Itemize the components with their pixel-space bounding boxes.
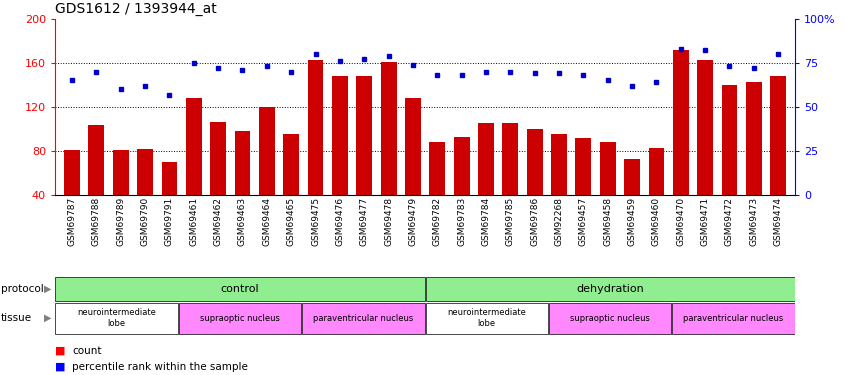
Text: paraventricular nucleus: paraventricular nucleus [684, 314, 783, 322]
Text: GSM69460: GSM69460 [652, 196, 661, 246]
Text: GSM69783: GSM69783 [457, 196, 466, 246]
Text: GSM69459: GSM69459 [628, 196, 636, 246]
Bar [551, 134, 567, 195]
Text: GSM69782: GSM69782 [433, 196, 442, 246]
Text: GSM69464: GSM69464 [262, 196, 272, 246]
Text: neurointermediate
lobe: neurointermediate lobe [77, 309, 157, 328]
Text: supraoptic nucleus: supraoptic nucleus [201, 314, 280, 322]
Bar [453, 136, 470, 195]
Bar [179, 303, 301, 333]
Bar [113, 150, 129, 195]
Text: GSM69462: GSM69462 [214, 196, 222, 246]
Bar [426, 278, 794, 301]
Bar [746, 81, 761, 195]
Bar [503, 123, 519, 195]
Bar [56, 278, 425, 301]
Bar [283, 134, 299, 195]
Text: neurointermediate
lobe: neurointermediate lobe [448, 309, 526, 328]
Text: GSM92268: GSM92268 [554, 196, 563, 246]
Text: GSM69790: GSM69790 [140, 196, 150, 246]
Bar [302, 303, 425, 333]
Text: control: control [221, 284, 260, 294]
Text: ▶: ▶ [44, 313, 52, 323]
Bar [527, 129, 542, 195]
Text: GSM69475: GSM69475 [311, 196, 320, 246]
Bar [56, 303, 178, 333]
Bar [259, 107, 275, 195]
Text: GSM69474: GSM69474 [774, 196, 783, 246]
Text: tissue: tissue [1, 313, 32, 323]
Bar [430, 142, 445, 195]
Bar [210, 122, 226, 195]
Text: GSM69479: GSM69479 [409, 196, 417, 246]
Text: supraoptic nucleus: supraoptic nucleus [570, 314, 650, 322]
Text: ■: ■ [55, 346, 65, 355]
Text: dehydration: dehydration [576, 284, 644, 294]
Text: count: count [72, 346, 102, 355]
Bar [549, 303, 672, 333]
Bar [600, 142, 616, 195]
Bar [478, 123, 494, 195]
Text: GSM69472: GSM69472 [725, 196, 734, 246]
Text: ▶: ▶ [44, 284, 52, 294]
Text: percentile rank within the sample: percentile rank within the sample [72, 362, 248, 372]
Bar [624, 159, 640, 195]
Text: GSM69465: GSM69465 [287, 196, 296, 246]
Text: GSM69786: GSM69786 [530, 196, 539, 246]
Text: GSM69785: GSM69785 [506, 196, 515, 246]
Bar [137, 149, 153, 195]
Bar [426, 303, 548, 333]
Text: GDS1612 / 1393944_at: GDS1612 / 1393944_at [55, 2, 217, 16]
Bar [575, 138, 591, 195]
Bar [381, 62, 397, 195]
Text: GSM69791: GSM69791 [165, 196, 174, 246]
Text: GSM69788: GSM69788 [92, 196, 101, 246]
Bar [186, 98, 201, 195]
Text: GSM69473: GSM69473 [750, 196, 758, 246]
Bar [405, 98, 420, 195]
Bar [649, 148, 664, 195]
Bar [673, 303, 794, 333]
Text: GSM69476: GSM69476 [335, 196, 344, 246]
Text: paraventricular nucleus: paraventricular nucleus [313, 314, 414, 322]
Bar [722, 85, 738, 195]
Bar [234, 131, 250, 195]
Text: GSM69463: GSM69463 [238, 196, 247, 246]
Bar [64, 150, 80, 195]
Bar [673, 50, 689, 195]
Text: GSM69461: GSM69461 [190, 196, 198, 246]
Bar [697, 60, 713, 195]
Bar [332, 76, 348, 195]
Bar [89, 124, 104, 195]
Bar [162, 162, 178, 195]
Bar [356, 76, 372, 195]
Text: GSM69470: GSM69470 [676, 196, 685, 246]
Text: protocol: protocol [1, 284, 44, 294]
Text: GSM69784: GSM69784 [481, 196, 491, 246]
Text: GSM69477: GSM69477 [360, 196, 369, 246]
Text: GSM69458: GSM69458 [603, 196, 613, 246]
Text: ■: ■ [55, 362, 65, 372]
Text: GSM69478: GSM69478 [384, 196, 393, 246]
Bar [308, 60, 323, 195]
Text: GSM69457: GSM69457 [579, 196, 588, 246]
Text: GSM69471: GSM69471 [700, 196, 710, 246]
Bar [770, 76, 786, 195]
Text: GSM69789: GSM69789 [116, 196, 125, 246]
Text: GSM69787: GSM69787 [68, 196, 76, 246]
